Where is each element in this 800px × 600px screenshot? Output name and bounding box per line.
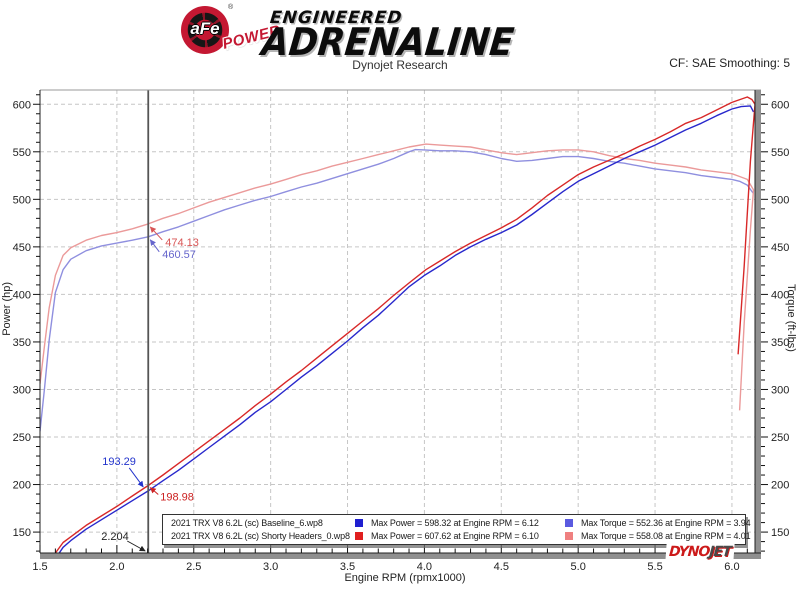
- y-tick-label-left: 500: [13, 194, 31, 206]
- legend-row-shorty: 2021 TRX V8 6.2L (sc) Shorty Headers_0.w…: [171, 529, 751, 542]
- y-tick-label-left: 300: [13, 384, 31, 396]
- max-torque-stat: Max Torque = 552.36 at Engine RPM = 3.94: [581, 517, 751, 528]
- max-power-stat: Max Power = 598.32 at Engine RPM = 6.12: [371, 517, 539, 528]
- y-tick-label-left: 600: [13, 99, 31, 111]
- y-tick-label-left: 550: [13, 147, 31, 159]
- dynojet-logo-jet: JET: [708, 544, 732, 560]
- y-tick-label-right: 200: [771, 480, 789, 492]
- y-tick-label-left: 200: [13, 480, 31, 492]
- y-tick-label-right: 150: [771, 527, 789, 539]
- right-axis-title: Torque (ft-lbs): [785, 284, 797, 352]
- readout-label-shorty-power: 198.98: [160, 492, 194, 504]
- y-tick-label-left: 350: [13, 337, 31, 349]
- x-tick-label: 2.5: [186, 561, 201, 573]
- y-tick-label-right: 600: [771, 99, 789, 111]
- x-tick-label: 1.5: [32, 561, 47, 573]
- torque-swatch: [565, 518, 573, 527]
- smoothing-setting: CF: SAE Smoothing: 5: [669, 56, 790, 70]
- power-swatch: [355, 518, 363, 527]
- readout-arrow-baseline-torque: [149, 239, 160, 253]
- y-tick-label-right: 400: [771, 289, 789, 301]
- afe-power-logo: aFe: [181, 6, 229, 54]
- registered-mark: ®: [228, 4, 234, 11]
- max-torque-stat: Max Torque = 558.08 at Engine RPM = 4.01: [581, 530, 751, 541]
- power-swatch: [355, 531, 363, 540]
- readout-label-baseline-power: 193.29: [102, 456, 136, 468]
- y-tick-label-left: 250: [13, 432, 31, 444]
- legend-run-name: 2021 TRX V8 6.2L (sc) Shorty Headers_0.w…: [171, 530, 350, 541]
- y-tick-label-right: 450: [771, 242, 789, 254]
- y-tick-label-right: 250: [771, 432, 789, 444]
- left-axis-title: Power (hp): [1, 282, 13, 336]
- y-tick-label-left: 400: [13, 289, 31, 301]
- curve-shorty-power: [54, 96, 755, 553]
- max-power-stat: Max Power = 607.62 at Engine RPM = 6.10: [371, 530, 539, 541]
- dynojet-logo-dyno: DYNO: [668, 544, 710, 560]
- readout-arrow-shorty-torque: [149, 226, 163, 241]
- y-tick-label-right: 350: [771, 337, 789, 349]
- x-axis-title: Engine RPM (rpmx1000): [344, 572, 466, 584]
- right-axis-bar: [755, 90, 761, 559]
- y-tick-label-right: 550: [771, 147, 789, 159]
- bottom-axis-bar: [40, 553, 761, 559]
- readout-label-baseline-torque: 460.57: [162, 249, 196, 261]
- curve-baseline-torque: [40, 148, 755, 432]
- readout-arrow-baseline-power: [128, 467, 144, 488]
- curve-baseline-power: [58, 105, 755, 553]
- afe-logo-text: aFe: [190, 19, 220, 38]
- legend-run-name: 2021 TRX V8 6.2L (sc) Baseline_6.wp8: [171, 517, 323, 528]
- legend-box: 2021 TRX V8 6.2L (sc) Baseline_6.wp8 Max…: [162, 514, 751, 545]
- x-tick-label: 3.0: [263, 561, 278, 573]
- curve-shorty-torque: [40, 143, 755, 411]
- chart-title: Dynojet Research: [352, 58, 448, 72]
- x-tick-label: 3.5: [340, 561, 355, 573]
- y-tick-label-left: 450: [13, 242, 31, 254]
- x-tick-label: 4.0: [417, 561, 432, 573]
- y-tick-label-left: 150: [13, 527, 31, 539]
- y-tick-label-right: 500: [771, 194, 789, 206]
- y-tick-label-right: 300: [771, 384, 789, 396]
- torque-swatch: [565, 531, 573, 540]
- cursor-rpm-arrow: [127, 540, 146, 552]
- dynojet-logo: DYNOJET: [665, 544, 735, 561]
- x-tick-label: 4.5: [494, 561, 509, 573]
- x-tick-label: 6.0: [724, 561, 739, 573]
- readout-arrow-shorty-power: [149, 487, 159, 495]
- readout-label-shorty-torque: 474.13: [165, 237, 199, 249]
- x-tick-label: 2.0: [109, 561, 124, 573]
- cursor-rpm-label: 2.204: [101, 531, 129, 543]
- legend-row-baseline: 2021 TRX V8 6.2L (sc) Baseline_6.wp8 Max…: [171, 516, 751, 529]
- x-tick-label: 5.0: [571, 561, 586, 573]
- x-tick-label: 5.5: [647, 561, 662, 573]
